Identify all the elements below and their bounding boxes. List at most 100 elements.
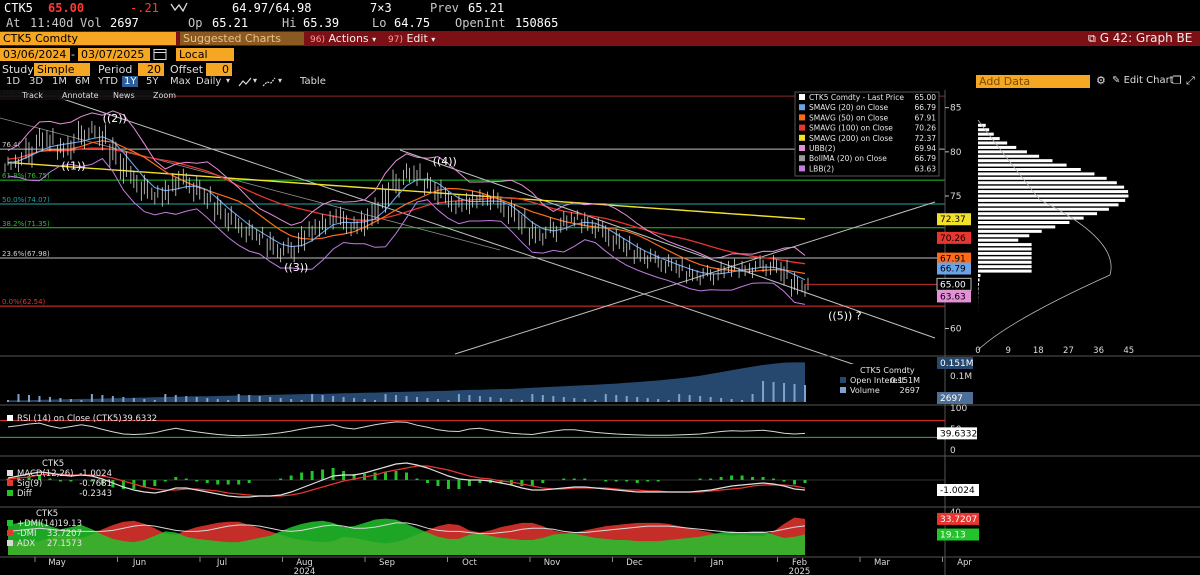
macd-diff-bar <box>384 472 388 480</box>
macd-diff-bar <box>772 478 776 480</box>
period-input[interactable]: 20 <box>138 63 164 76</box>
legend-value: 66.79 <box>915 154 937 163</box>
legend-name: UBB(2) <box>809 144 835 153</box>
suggested-charts-button[interactable]: Suggested Charts <box>180 32 304 45</box>
macd-diff-bar <box>321 469 325 480</box>
macd-diff-bar <box>719 477 723 480</box>
volume-legend-box <box>836 364 936 398</box>
news-button[interactable]: News <box>113 91 135 100</box>
volume-bar <box>27 395 30 402</box>
study-select[interactable]: Simple MA <box>34 63 90 89</box>
graph-name: G 42: Graph BE <box>1099 31 1193 45</box>
range-1y[interactable]: 1Y <box>122 76 139 87</box>
low-label: Lo <box>372 16 387 30</box>
legend-value: 0.151M <box>890 376 920 385</box>
range-3d[interactable]: 3D <box>29 76 44 87</box>
range-ytd[interactable]: YTD <box>98 76 118 87</box>
date-from-input[interactable]: 03/06/2024 <box>0 48 70 61</box>
rsi-line <box>7 421 806 437</box>
actions-menu[interactable]: 96) Actions ▾ <box>310 32 376 47</box>
settings-icon[interactable]: ⚙ <box>1096 74 1106 87</box>
volume-tick-label: 0.1M <box>950 372 972 382</box>
range-6m[interactable]: 6M <box>75 76 90 87</box>
track-button[interactable]: Track <box>21 91 43 100</box>
pencil-icon: ✎ <box>1112 75 1121 86</box>
legend-name: RSI (14) on Close (CTK5) <box>17 414 122 424</box>
legend-name: ADX <box>17 539 35 549</box>
volume-tag-box <box>937 392 973 404</box>
open-interest-value: 150865 <box>515 16 559 30</box>
macd-diff-bar <box>730 475 734 480</box>
calendar-icon[interactable] <box>153 47 167 64</box>
edit-chart-label: Edit Chart <box>1123 75 1174 86</box>
price-bars <box>4 120 809 297</box>
legend-value: 65.00 <box>915 93 937 102</box>
legend-swatch <box>7 480 13 486</box>
volume-bar <box>741 400 744 402</box>
table-button[interactable]: Table <box>300 76 326 87</box>
legend-value: 63.63 <box>915 164 937 173</box>
profile-bar <box>978 176 1107 180</box>
date-to-input[interactable]: 03/07/2025 <box>78 48 150 61</box>
volume-bar <box>772 382 775 402</box>
profile-bar <box>978 141 1008 145</box>
month-label: Aug <box>296 558 313 568</box>
security-field[interactable]: CTK5 Comdty <box>0 32 176 45</box>
volume-bar <box>604 394 607 402</box>
edit-chart-button[interactable]: ✎ Edit Chart <box>1112 75 1174 86</box>
volume-bar <box>457 394 460 402</box>
macd-diff-bar <box>415 478 419 480</box>
dmi-tag-value: 19.13 <box>940 531 966 541</box>
profile-bar <box>978 256 1032 260</box>
month-label: May <box>48 558 66 568</box>
offset-input[interactable]: 0 <box>206 63 232 76</box>
sparkline-icon <box>170 0 188 17</box>
price-tag-box <box>936 277 972 291</box>
legend-value: 66.79 <box>915 103 937 112</box>
chart-canvas[interactable]: 100.076.4(61.8%(76.75)50.0%(74.07)38.2%(… <box>0 90 1200 575</box>
currency-select[interactable]: Local CCY <box>176 48 234 74</box>
range-5y[interactable]: 5Y <box>146 76 159 87</box>
macd-diff-bar <box>226 480 230 485</box>
interval-select[interactable]: Daily <box>196 76 222 87</box>
line-chart-icon[interactable] <box>238 76 252 91</box>
net-change: -.21 <box>130 1 159 15</box>
expand-icon[interactable]: ⤢ <box>1186 74 1195 87</box>
volume-bar <box>793 384 796 402</box>
add-data-input[interactable]: Add Data <box>976 75 1090 88</box>
macd-diff-bar <box>6 478 10 480</box>
macd-diff-bar <box>604 480 608 482</box>
volume-bar <box>783 383 786 402</box>
month-label: Jan <box>709 558 723 568</box>
volume-bar <box>90 394 93 402</box>
volume-bar <box>321 395 324 402</box>
range-1m[interactable]: 1M <box>52 76 67 87</box>
edit-menu[interactable]: 97) Edit ▾ <box>388 32 435 47</box>
dotted-chart-icon[interactable] <box>262 76 276 91</box>
price-tag-box <box>937 262 971 275</box>
range-max[interactable]: Max <box>170 76 191 87</box>
profile-bar <box>978 207 1109 211</box>
volume-bar <box>248 395 251 402</box>
volume-bar <box>290 399 293 402</box>
annotate-button[interactable]: Annotate <box>62 91 99 100</box>
macd-diff-bar <box>740 475 744 480</box>
macd-diff-bar <box>300 472 304 480</box>
profile-tick-label: 36 <box>1093 346 1104 356</box>
price-tag-value: 70.26 <box>940 234 966 244</box>
profile-curve <box>977 119 1112 351</box>
at-label: At <box>6 16 21 30</box>
zoom-button[interactable]: Zoom <box>153 91 176 100</box>
range-1d[interactable]: 1D <box>6 76 21 87</box>
profile-bar <box>978 221 1070 224</box>
volume-profile: 0 9 18 27 36 45 <box>972 90 1200 356</box>
profile-bar <box>978 168 1081 171</box>
profile-bar <box>978 225 1056 229</box>
volume-bar <box>80 400 83 402</box>
price-axis: 606570758085 <box>944 90 962 575</box>
volume-bar <box>342 397 345 402</box>
copy-icon[interactable]: ❐ <box>1172 74 1182 87</box>
